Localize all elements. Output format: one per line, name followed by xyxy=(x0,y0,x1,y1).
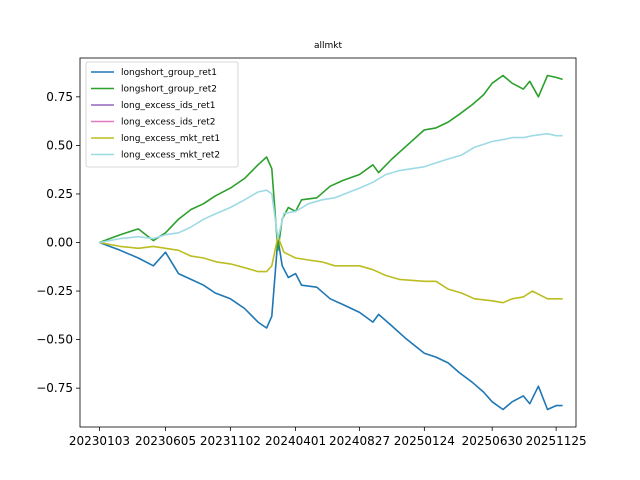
legend-label: longshort_group_ret1 xyxy=(121,68,217,78)
series-line-long_excess_mkt_ret1 xyxy=(99,235,563,304)
y-tick-label: 0.00 xyxy=(46,236,73,250)
series-line-longshort_group_ret2 xyxy=(99,74,563,252)
y-tick-label: 0.50 xyxy=(46,138,73,152)
x-tick-label: 20240401 xyxy=(265,434,326,448)
x-tick-label: 20240827 xyxy=(329,434,390,448)
y-tick-label: −0.25 xyxy=(36,284,73,298)
legend-label: long_excess_mkt_ret1 xyxy=(121,134,220,144)
y-axis: −0.75 −0.50 −0.25 0.00 0.25 0.50 0.75 xyxy=(36,90,80,395)
legend-label: long_excess_mkt_ret2 xyxy=(121,151,220,161)
x-axis: 20230103 20230605 20231102 20240401 20240827… xyxy=(69,427,587,448)
x-tick-label: 20250630 xyxy=(462,434,523,448)
y-tick-label: −0.50 xyxy=(36,333,73,347)
chart-title: allmkt xyxy=(314,41,342,51)
y-tick-label: 0.75 xyxy=(46,90,73,104)
series-line-long_excess_mkt_ret2 xyxy=(99,132,563,244)
x-tick-label: 20230605 xyxy=(135,434,196,448)
y-tick-label: −0.75 xyxy=(36,381,73,395)
x-tick-label: 20251125 xyxy=(526,434,587,448)
legend-box xyxy=(85,61,239,168)
x-tick-label: 20250124 xyxy=(394,434,455,448)
legend-label: longshort_group_ret2 xyxy=(121,85,217,95)
x-tick-label: 20231102 xyxy=(200,434,261,448)
legend-label: long_excess_ids_ret1 xyxy=(121,101,216,111)
legend-label: long_excess_ids_ret2 xyxy=(121,118,216,128)
legend: longshort_group_ret1 longshort_group_ret2… xyxy=(85,61,239,168)
x-tick-label: 20230103 xyxy=(69,434,130,448)
series-line-longshort_group_ret1 xyxy=(99,237,563,411)
series-layer xyxy=(99,74,563,411)
y-tick-label: 0.25 xyxy=(46,187,73,201)
